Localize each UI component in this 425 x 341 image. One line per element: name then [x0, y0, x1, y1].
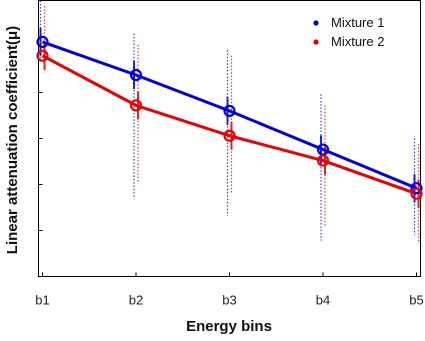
data-point	[129, 68, 143, 82]
x-tick-label: b2	[129, 293, 143, 308]
legend: Mixture 1 Mixture 2	[313, 15, 384, 49]
data-point	[223, 104, 236, 118]
data-point	[129, 99, 143, 112]
legend-label: Mixture 2	[331, 34, 384, 49]
x-axis-label: Energy bins	[186, 318, 272, 335]
data-point	[223, 129, 236, 142]
data-point	[410, 187, 423, 200]
x-tick-label: b4	[316, 293, 330, 308]
series-lines-layer	[41, 40, 418, 196]
y-axis-ticks	[38, 46, 43, 277]
x-tick-label: b1	[35, 293, 49, 308]
legend-marker	[313, 20, 319, 26]
y-axis-label: Linear attenuation coefficient(μ)	[4, 26, 21, 254]
x-tick-label: b5	[409, 293, 423, 308]
plot-frame	[38, 0, 421, 277]
legend-marker	[313, 39, 319, 45]
x-axis-ticks: b1 b2 b3 b4 b5	[35, 272, 424, 308]
data-point	[316, 154, 330, 167]
x-tick-label: b3	[222, 293, 236, 308]
series-line	[41, 40, 418, 190]
series-line	[41, 54, 418, 196]
data-point	[36, 49, 49, 62]
data-point	[410, 182, 423, 195]
legend-label: Mixture 1	[331, 15, 384, 30]
